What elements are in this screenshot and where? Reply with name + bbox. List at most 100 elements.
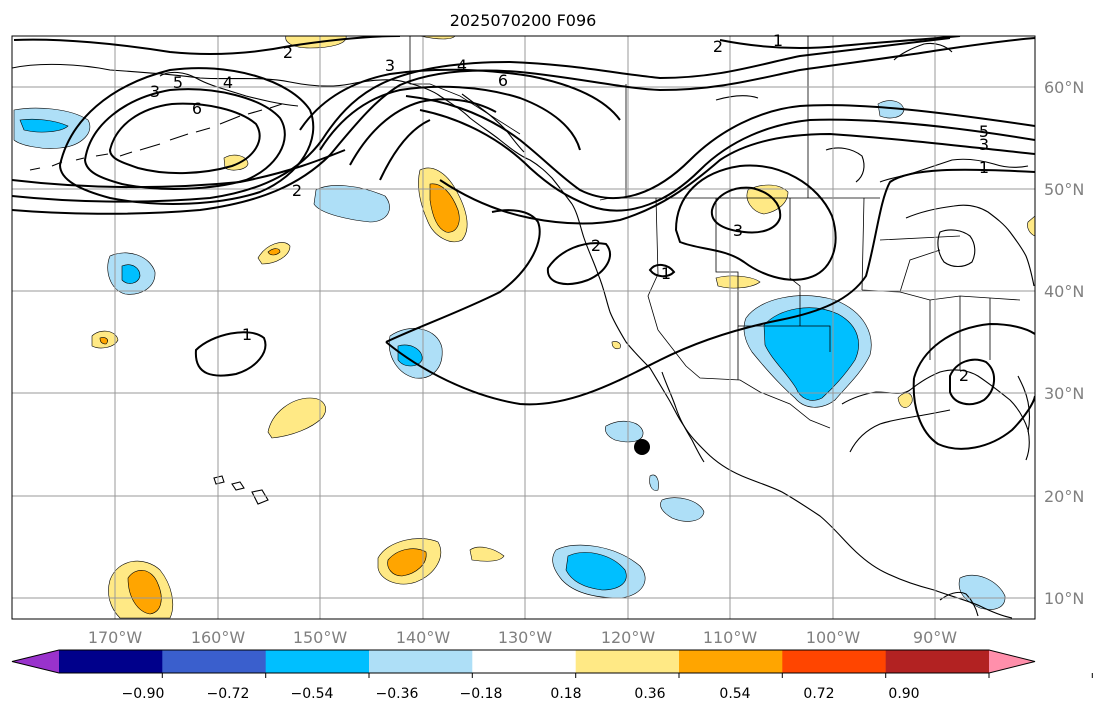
colorbar-segment xyxy=(575,650,680,673)
shade-positive-strong xyxy=(429,183,460,233)
colorbar-tick-label: 0.18 xyxy=(550,686,581,702)
contour-line xyxy=(546,242,611,285)
contour-line xyxy=(385,168,1035,406)
contour-label: 1 xyxy=(661,264,671,283)
contour-line xyxy=(648,264,676,278)
contour-line xyxy=(319,85,581,151)
contour-lines xyxy=(12,36,1035,450)
longitude-labels: 170°W 160°W 150°W 140°W 130°W 120°W 110°… xyxy=(88,628,957,647)
lon-label: 150°W xyxy=(293,628,348,647)
shade-positive-strong xyxy=(387,548,427,577)
shade-positive-strong xyxy=(99,337,108,345)
lat-label: 20°N xyxy=(1044,487,1084,506)
colorbar-tick-labels: −0.90 −0.72 −0.54 −0.36 −0.18 0.18 0.36 … xyxy=(122,686,920,702)
map-frame xyxy=(11,35,1036,620)
contour-label: 3 xyxy=(150,82,160,101)
colorbar-extend-high xyxy=(989,650,1035,673)
colorbar-segment xyxy=(369,650,473,673)
lat-label: 60°N xyxy=(1044,78,1084,97)
contour-label: 2 xyxy=(591,236,601,255)
contour-line xyxy=(194,331,267,377)
colorbar-tick-label: 0.36 xyxy=(634,686,665,702)
lat-label: 10°N xyxy=(1044,589,1084,608)
contour-line xyxy=(719,36,961,49)
lon-label: 130°W xyxy=(498,628,553,647)
contour-label: 3 xyxy=(385,56,395,75)
contour-label: 1 xyxy=(979,158,989,177)
shade-negative-strong xyxy=(19,118,69,133)
shade-negative-strong xyxy=(397,344,423,367)
contour-label: 3 xyxy=(733,221,743,240)
lon-label: 100°W xyxy=(806,628,861,647)
contour-label: 6 xyxy=(498,71,508,90)
contour-line xyxy=(405,95,1035,199)
lat-label: 50°N xyxy=(1044,180,1084,199)
colorbar-tick-label: 0.90 xyxy=(888,686,919,702)
contour-line xyxy=(349,98,497,166)
colorbar-extend-low xyxy=(12,650,59,673)
contour-label: 2 xyxy=(959,366,969,385)
lon-label: 170°W xyxy=(88,628,143,647)
colorbar-tick-label: 0.54 xyxy=(719,686,750,702)
shade-positive-light xyxy=(469,546,505,562)
lon-label: 90°W xyxy=(913,628,957,647)
colorbar-segment xyxy=(162,650,267,673)
contour-line xyxy=(949,358,995,406)
shade-negative-strong xyxy=(121,264,141,284)
contour-line xyxy=(12,149,346,189)
contour-line xyxy=(379,119,431,181)
colorbar-segment xyxy=(782,650,887,673)
contour-label: 5 xyxy=(979,122,989,141)
contour-labels: 1 1 1 1 2 2 2 2 2 3 3 3 3 4 4 5 5 6 6 xyxy=(150,31,989,385)
contour-label: 2 xyxy=(292,181,302,200)
shade-negative-strong xyxy=(565,552,627,591)
colorbar-segment xyxy=(472,650,577,673)
colorbar-segment xyxy=(265,650,370,673)
shade-negative-light xyxy=(660,497,705,522)
contour-line xyxy=(12,37,1035,215)
colorbar-tick-label: −0.18 xyxy=(460,686,503,702)
colorbar-tick-label: −0.54 xyxy=(291,686,334,702)
colorbar-tick-label: −0.36 xyxy=(376,686,419,702)
location-marker xyxy=(634,439,650,455)
latitude-labels: 60°N 50°N 40°N 30°N 20°N 10°N xyxy=(1044,78,1084,608)
colorbar-segment xyxy=(679,650,783,673)
contour-line xyxy=(83,88,286,190)
shade-negative-light xyxy=(649,474,659,491)
contour-line xyxy=(912,377,1035,450)
shade-positive-strong xyxy=(127,570,162,615)
contour-label: 6 xyxy=(192,99,202,118)
graticule xyxy=(12,36,1035,619)
shade-positive-light xyxy=(897,392,913,408)
contour-line xyxy=(58,67,315,205)
contour-line xyxy=(385,209,541,343)
shade-positive-light xyxy=(267,397,326,439)
contour-line xyxy=(913,322,1035,379)
lat-label: 40°N xyxy=(1044,282,1084,301)
shade-positive-light xyxy=(611,341,621,350)
contour-label: 5 xyxy=(173,73,183,92)
colorbar-tick-label: −0.72 xyxy=(207,686,250,702)
lon-label: 110°W xyxy=(703,628,758,647)
contour-label: 3 xyxy=(979,135,989,154)
shade-negative-light xyxy=(313,185,390,223)
shade-negative-light xyxy=(604,420,644,443)
contour-line xyxy=(12,37,951,203)
colorbar-tick-label: −0.90 xyxy=(122,686,165,702)
contour-line xyxy=(710,186,782,234)
colorbar-segment xyxy=(885,650,990,673)
colorbar-segment xyxy=(59,650,163,673)
contour-label: 4 xyxy=(457,56,467,75)
shade-positive-light xyxy=(1027,215,1035,237)
contour-line xyxy=(439,132,1035,225)
colorbar-outline xyxy=(11,649,1036,674)
contour-label: 1 xyxy=(242,325,252,344)
contour-line xyxy=(108,102,261,175)
contour-label: 1 xyxy=(773,31,783,50)
lon-label: 140°W xyxy=(396,628,451,647)
shade-negative-light xyxy=(958,574,1006,610)
contour-label: 2 xyxy=(713,37,723,56)
contour-line xyxy=(299,68,621,131)
map-title: 2025070200 F096 xyxy=(450,11,597,30)
